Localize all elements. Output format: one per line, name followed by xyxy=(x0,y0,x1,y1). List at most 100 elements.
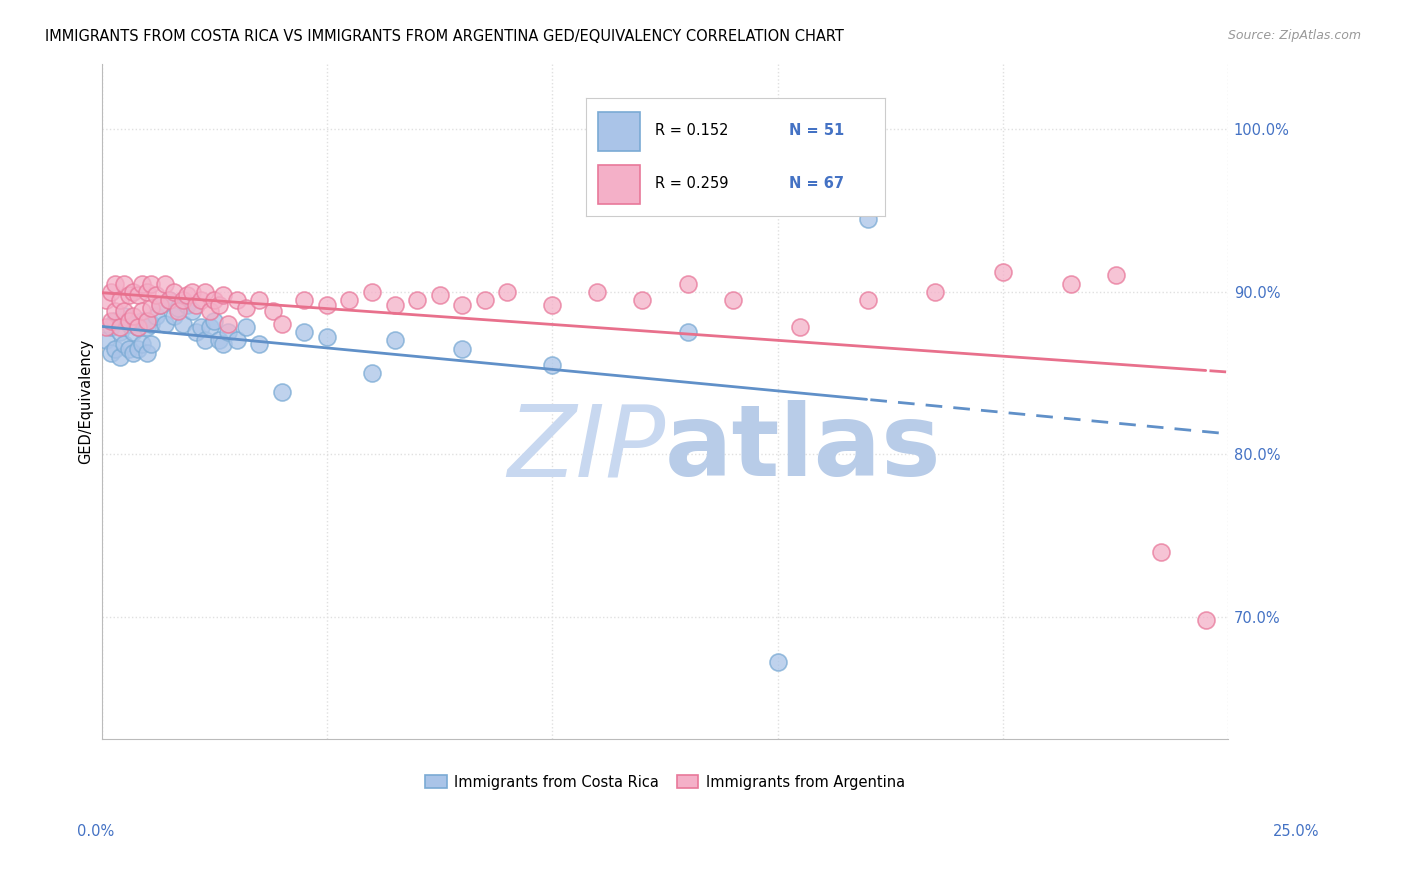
Point xyxy=(676,277,699,291)
Point xyxy=(294,326,316,340)
Point xyxy=(157,293,180,307)
Point xyxy=(153,317,176,331)
Point xyxy=(163,285,186,299)
Point xyxy=(94,320,117,334)
Point xyxy=(94,334,117,348)
Point xyxy=(316,330,339,344)
Point xyxy=(339,293,361,307)
Text: 0.0%: 0.0% xyxy=(77,824,114,838)
Point xyxy=(789,320,811,334)
Point xyxy=(104,277,127,291)
Point xyxy=(112,336,135,351)
Point xyxy=(167,304,190,318)
Point xyxy=(104,314,127,328)
Point xyxy=(131,336,153,351)
Point xyxy=(247,293,270,307)
Point xyxy=(1195,613,1218,627)
Point xyxy=(108,293,131,307)
Point xyxy=(117,317,139,331)
Point xyxy=(145,309,167,323)
Point xyxy=(202,293,225,307)
Point xyxy=(141,277,163,291)
Point xyxy=(856,293,879,307)
Y-axis label: GED/Equivalency: GED/Equivalency xyxy=(79,339,93,464)
Point xyxy=(202,314,225,328)
Point xyxy=(131,314,153,328)
Text: Source: ZipAtlas.com: Source: ZipAtlas.com xyxy=(1227,29,1361,42)
Point xyxy=(541,358,564,372)
Point xyxy=(384,298,406,312)
Point xyxy=(194,334,217,348)
Point xyxy=(127,288,149,302)
Point xyxy=(163,309,186,323)
Point xyxy=(429,288,451,302)
Point xyxy=(225,334,247,348)
Point xyxy=(145,288,167,302)
Point xyxy=(180,285,202,299)
Text: ZIP: ZIP xyxy=(506,401,665,497)
Legend: Immigrants from Costa Rica, Immigrants from Argentina: Immigrants from Costa Rica, Immigrants f… xyxy=(419,769,911,796)
Point xyxy=(361,285,384,299)
Point xyxy=(104,304,127,318)
Text: 25.0%: 25.0% xyxy=(1272,824,1320,838)
Point xyxy=(198,304,221,318)
Point xyxy=(117,288,139,302)
Point xyxy=(384,334,406,348)
Point xyxy=(127,320,149,334)
Point xyxy=(176,288,198,302)
Point xyxy=(294,293,316,307)
Text: IMMIGRANTS FROM COSTA RICA VS IMMIGRANTS FROM ARGENTINA GED/EQUIVALENCY CORRELAT: IMMIGRANTS FROM COSTA RICA VS IMMIGRANTS… xyxy=(45,29,844,44)
Point xyxy=(135,346,157,360)
Point xyxy=(1059,277,1081,291)
Point xyxy=(141,336,163,351)
Point xyxy=(631,293,654,307)
Point xyxy=(117,342,139,356)
Point xyxy=(149,298,172,312)
Point xyxy=(135,285,157,299)
Point xyxy=(190,293,212,307)
Point xyxy=(153,277,176,291)
Point xyxy=(108,320,131,334)
Point xyxy=(721,293,744,307)
Point xyxy=(131,277,153,291)
Point xyxy=(135,314,157,328)
Point xyxy=(194,285,217,299)
Point xyxy=(127,320,149,334)
Point xyxy=(122,285,145,299)
Point xyxy=(141,317,163,331)
Point xyxy=(149,298,172,312)
Point xyxy=(208,298,231,312)
Point xyxy=(474,293,496,307)
Point xyxy=(991,265,1014,279)
Point xyxy=(172,293,194,307)
Point xyxy=(176,298,198,312)
Point xyxy=(186,326,208,340)
Point xyxy=(451,342,474,356)
Point xyxy=(180,304,202,318)
Point xyxy=(112,277,135,291)
Point xyxy=(122,309,145,323)
Point xyxy=(108,350,131,364)
Point xyxy=(167,301,190,315)
Point xyxy=(198,320,221,334)
Point xyxy=(1150,545,1173,559)
Point xyxy=(186,298,208,312)
Point xyxy=(100,285,122,299)
Point xyxy=(131,304,153,318)
Point xyxy=(235,320,257,334)
Point xyxy=(212,288,235,302)
Point xyxy=(676,326,699,340)
Point xyxy=(100,320,122,334)
Point xyxy=(94,293,117,307)
Point xyxy=(225,293,247,307)
Point xyxy=(100,346,122,360)
Point xyxy=(172,317,194,331)
Point xyxy=(262,304,284,318)
Point xyxy=(316,298,339,312)
Point xyxy=(217,317,239,331)
Point xyxy=(856,211,879,226)
Point xyxy=(217,326,239,340)
Point xyxy=(135,320,157,334)
Point xyxy=(117,314,139,328)
Point xyxy=(270,317,292,331)
